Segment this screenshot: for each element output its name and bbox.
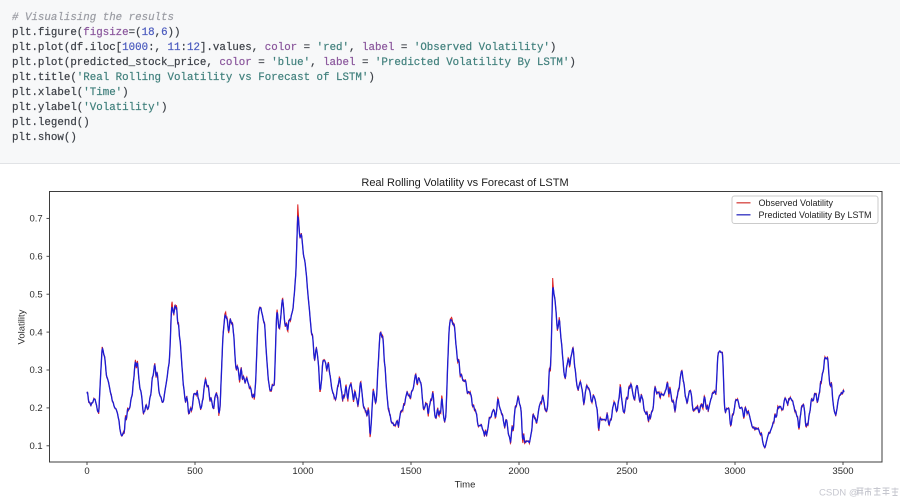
svg-text:0.3: 0.3 <box>29 365 42 376</box>
svg-text:2000: 2000 <box>508 466 529 477</box>
svg-text:0.5: 0.5 <box>29 289 42 300</box>
svg-text:3500: 3500 <box>832 466 853 477</box>
svg-text:CSDN @: CSDN @ <box>819 488 859 499</box>
svg-text:Observed Volatility: Observed Volatility <box>759 198 834 208</box>
svg-text:1000: 1000 <box>292 466 313 477</box>
svg-text:Time: Time <box>455 480 476 491</box>
svg-text:Real Rolling Volatility vs For: Real Rolling Volatility vs Forecast of L… <box>361 177 568 189</box>
svg-text:0.1: 0.1 <box>29 441 42 452</box>
svg-text:Predicted Volatility By LSTM: Predicted Volatility By LSTM <box>759 210 872 220</box>
svg-text:1500: 1500 <box>400 466 421 477</box>
svg-text:Volatility: Volatility <box>17 309 28 344</box>
svg-text:500: 500 <box>187 466 203 477</box>
svg-text:3000: 3000 <box>724 466 745 477</box>
svg-text:0.7: 0.7 <box>29 214 42 225</box>
svg-text:0.6: 0.6 <box>29 252 42 263</box>
svg-text:0.2: 0.2 <box>29 403 42 414</box>
svg-text:0: 0 <box>84 466 89 477</box>
svg-text:2500: 2500 <box>616 466 637 477</box>
svg-text:0.4: 0.4 <box>29 327 42 338</box>
